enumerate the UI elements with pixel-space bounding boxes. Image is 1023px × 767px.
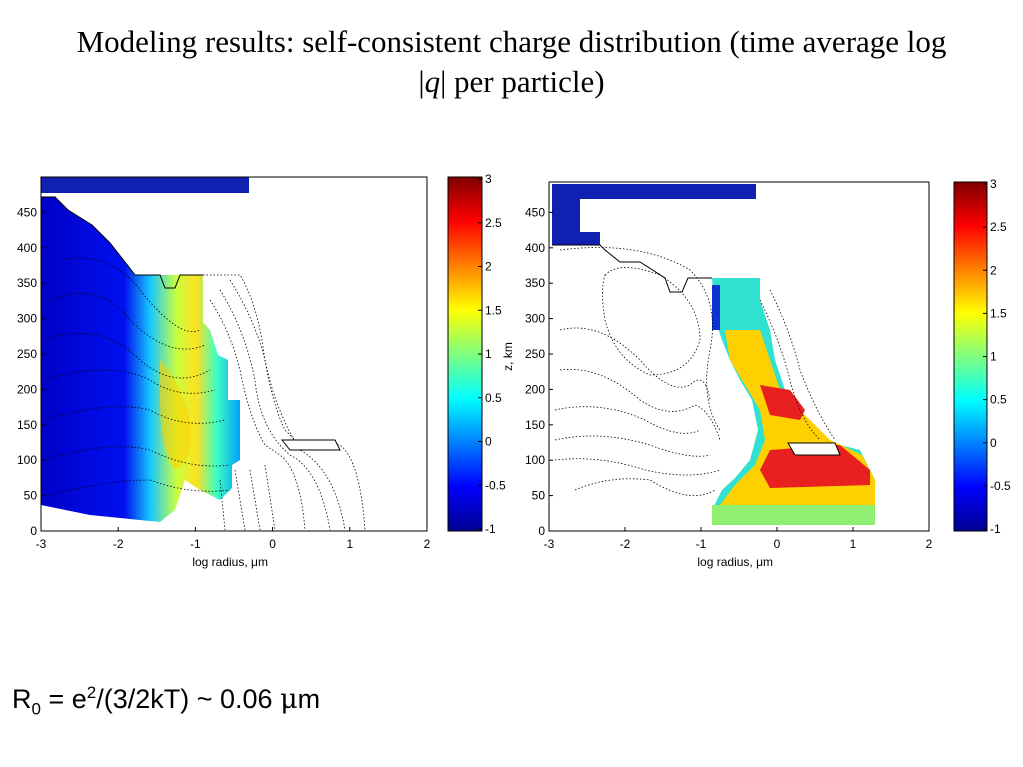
x-axis-label: log radius, μm [697,555,773,569]
colorbar-tick-label: 1.5 [485,303,502,317]
title-q-symbol: q [424,64,441,99]
formula-rest: /(3/2kT) ~ 0.06 [96,684,281,714]
title-line-1: Modeling results: self-consistent charge… [76,24,947,59]
colorbar-tick-label: -1 [485,522,496,536]
formula-e-sup: 2 [86,683,97,702]
formula-r: R [12,684,32,714]
right-contours [554,247,836,496]
colorbar-tick-label: 1 [990,350,997,364]
right-axes: -3 -2 -1 0 1 2 0 50 100 150 200 250 300 350 400 450 log … [501,205,933,569]
left-heatmap-field [41,177,249,522]
y-tick-label: 100 [17,453,37,467]
left-axes: -3 -2 -1 0 1 2 0 50 100 150 200 250 300 350 400 450 log … [17,205,431,569]
right-edge-blue [712,285,720,330]
y-tick-label: 450 [17,205,37,219]
x-tick-label: -3 [544,537,555,551]
y-tick-label: 200 [525,382,545,396]
x-tick-label: 0 [774,537,781,551]
colorbar-tick-label: -1 [990,522,1001,536]
x-tick-label: 1 [850,537,857,551]
x-tick-label: -3 [36,537,47,551]
colorbar-tick-label: 3 [990,177,997,191]
y-tick-label: 200 [17,382,37,396]
y-tick-label: 250 [17,347,37,361]
colorbar-tick-label: 0.5 [485,391,502,405]
x-tick-label: 2 [926,537,933,551]
colorbar-tick-label: 3 [485,172,492,186]
formula-unit: m [297,684,321,714]
formula-eq: = e [40,684,87,714]
y-tick-label: 400 [17,241,37,255]
colorbar-tick-label: 0 [990,436,997,450]
colorbar-tick-label: 2 [485,260,492,274]
colorbar-tick-label: 2.5 [990,220,1007,234]
title-line-2: | per particle) [440,64,605,99]
slide-title: Modeling results: self-consistent charge… [0,22,1023,102]
y-axis-label: z, km [501,342,515,371]
right-top-strip [552,184,756,199]
x-tick-label: -1 [190,537,201,551]
y-tick-label: 150 [17,418,37,432]
y-tick-label: 350 [17,276,37,290]
y-tick-label: 50 [532,489,546,503]
colorbar-tick-label: 2 [990,263,997,277]
colorbar-tick-label: -0.5 [990,479,1011,493]
colorbar-tick-label: 0.5 [990,393,1007,407]
right-bottom-band [712,505,875,525]
left-colorbar [447,176,483,532]
colorbar-tick-label: -0.5 [485,478,506,492]
y-tick-label: 400 [525,241,545,255]
right-heatmap-panel: -3 -2 -1 0 1 2 0 50 100 150 200 250 300 350 400 450 log … [501,177,1011,569]
left-contours [44,257,366,531]
colorbar-tick-label: 0 [485,435,492,449]
x-axis-label: log radius, μm [192,555,268,569]
colorbar-tick-label: 1.5 [990,306,1007,320]
y-tick-label: 150 [525,418,545,432]
right-hot-2 [760,445,870,488]
x-tick-label: 1 [346,537,353,551]
y-tick-label: 300 [17,312,37,326]
y-tick-label: 250 [525,347,545,361]
right-colorbar [953,181,988,532]
right-left-blocks [552,199,600,245]
left-charge-region [41,197,240,522]
y-tick-label: 100 [525,453,545,467]
y-tick-label: 450 [525,205,545,219]
left-heatmap-panel: -3 -2 -1 0 1 2 0 50 100 150 200 250 300 350 400 450 log … [17,172,506,569]
x-tick-label: -2 [620,537,631,551]
left-top-strip [41,177,249,193]
y-tick-label: 50 [24,489,38,503]
formula-r-sub: 0 [31,699,41,719]
formula-text: R0 = e2/(3/2kT) ~ 0.06 μm [12,683,320,719]
left-colorbar-ticks: 3 2.5 2 1.5 1 0.5 0 -0.5 -1 [478,172,506,536]
right-hot-1 [760,385,805,420]
colorbar-tick-label: 2.5 [485,216,502,230]
x-tick-label: -1 [696,537,707,551]
y-tick-label: 300 [525,312,545,326]
right-axes-box [548,181,930,532]
colorbar-tick-label: 1 [485,347,492,361]
left-hot-core [160,360,191,470]
x-tick-label: -2 [113,537,124,551]
x-tick-label: 2 [424,537,431,551]
y-tick-label: 350 [525,276,545,290]
right-boundary [552,244,841,456]
x-tick-label: 0 [269,537,276,551]
title-bar-open: | [418,64,425,99]
left-boundary [41,196,341,451]
right-colorbar-ticks: 3 2.5 2 1.5 1 0.5 0 -0.5 -1 [983,177,1011,536]
y-tick-label: 0 [538,524,545,538]
right-heatmap-field [552,184,875,525]
y-tick-label: 0 [30,524,37,538]
formula-mu: μ [280,684,298,715]
